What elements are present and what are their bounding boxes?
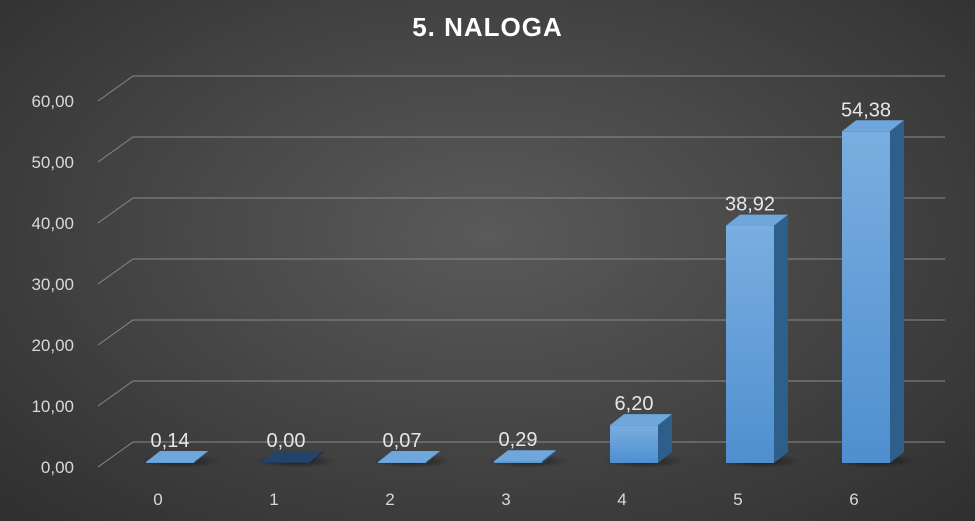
bar-top	[842, 120, 904, 132]
y-tick-label: 30,00	[31, 275, 74, 294]
gridline	[97, 319, 945, 346]
bar-side	[310, 451, 324, 463]
data-label: 54,38	[841, 99, 891, 121]
bar-side	[542, 450, 556, 463]
bar	[378, 462, 426, 463]
gridline	[97, 380, 945, 407]
x-tick-label: 1	[269, 490, 278, 509]
x-tick-label: 6	[849, 490, 858, 509]
data-label: 0,29	[499, 429, 538, 451]
gridline	[97, 197, 945, 224]
data-label: 0,07	[383, 430, 422, 452]
bar	[726, 225, 774, 463]
data-label: 0,00	[267, 430, 306, 452]
bar-side	[658, 414, 672, 463]
bar-top	[378, 451, 440, 462]
y-tick-label: 0,00	[41, 458, 74, 477]
chart-title: 5. NALOGA	[412, 12, 563, 42]
bar	[494, 461, 542, 463]
y-tick-label: 40,00	[31, 214, 74, 233]
bar-side	[426, 451, 440, 463]
bar-top	[726, 214, 788, 226]
gridline	[97, 258, 945, 285]
y-tick-label: 60,00	[31, 92, 74, 111]
bar-top	[494, 450, 556, 462]
x-tick-label: 3	[501, 490, 510, 509]
bar-top	[610, 414, 672, 426]
gridline	[97, 441, 945, 468]
bar	[146, 462, 194, 463]
bar	[262, 462, 310, 463]
bar	[842, 131, 890, 464]
x-tick-label: 2	[385, 490, 394, 509]
bar-top	[146, 451, 208, 462]
bar-side	[890, 120, 904, 464]
y-tick-label: 20,00	[31, 336, 74, 355]
bar-side	[774, 214, 788, 463]
bar-side	[194, 451, 208, 463]
y-tick-label: 50,00	[31, 153, 74, 172]
data-label: 6,20	[615, 393, 654, 415]
x-tick-label: 5	[733, 490, 742, 509]
data-label: 38,92	[725, 194, 775, 216]
x-tick-label: 0	[153, 490, 162, 509]
data-label: 0,14	[151, 430, 190, 452]
bar	[610, 425, 658, 463]
gridline	[97, 75, 945, 102]
gridline	[97, 136, 945, 163]
y-tick-label: 10,00	[31, 397, 74, 416]
x-tick-label: 4	[617, 490, 626, 509]
bar-top	[262, 451, 324, 462]
